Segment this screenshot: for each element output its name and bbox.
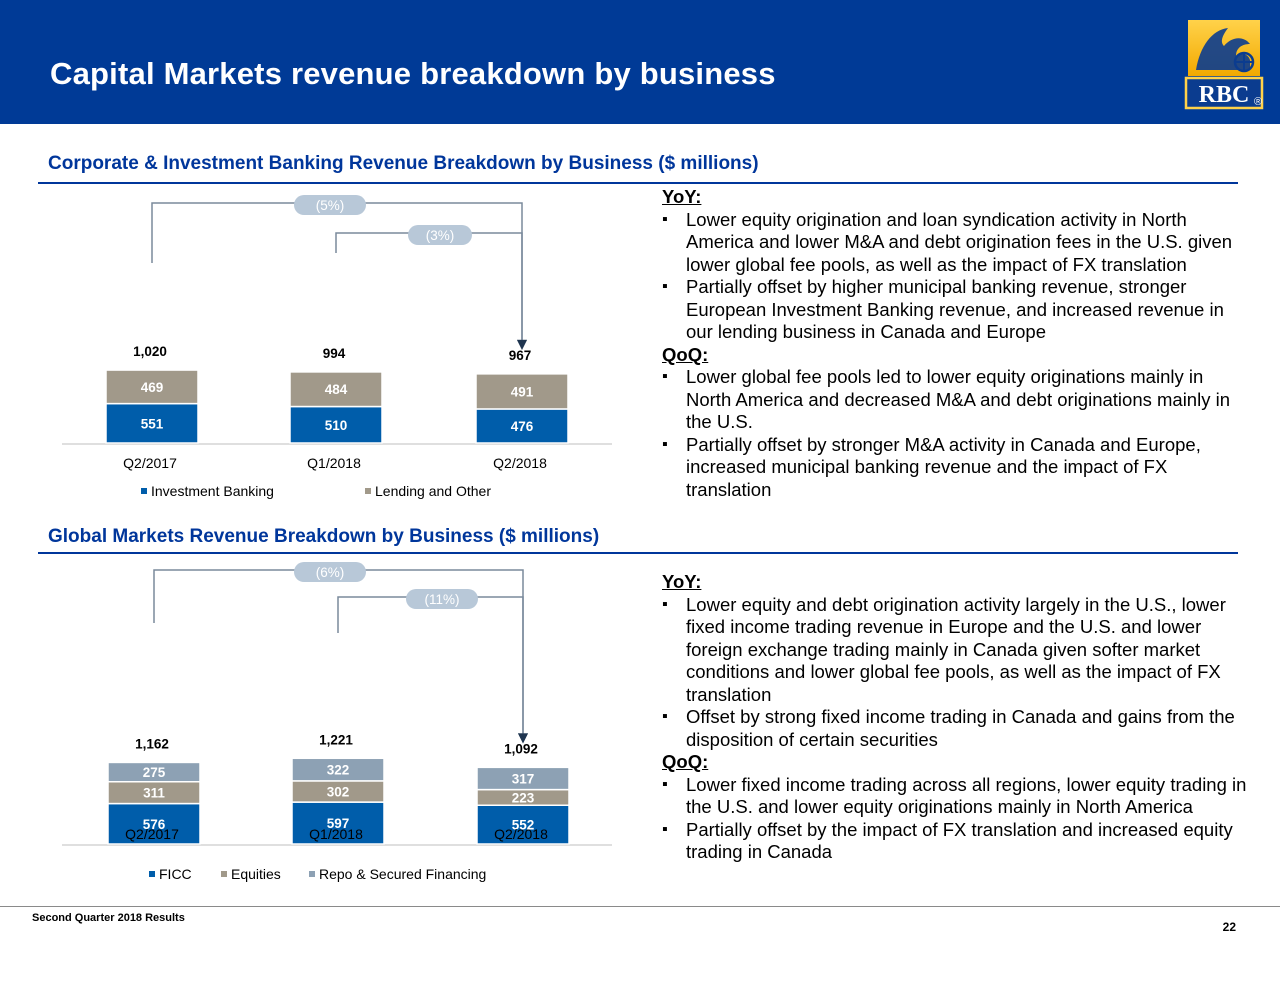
- chart-plot-0: 551 469 1,020 Q2/2017 510 484 994 Q1/2018 476 491…: [62, 195, 612, 499]
- commentary-bullet: Partially offset by higher municipal ban…: [662, 276, 1252, 344]
- cib-commentary: YoY:Lower equity origination and loan sy…: [662, 186, 1252, 501]
- bar-ficc-1: [291, 801, 385, 845]
- bar-repo-secured-financing-0: [107, 761, 201, 783]
- change-pill-1: [408, 225, 472, 245]
- registered-mark: ®: [1254, 96, 1263, 108]
- bar-investment-banking-0: [105, 402, 199, 444]
- bar-value-label: 275: [143, 765, 166, 780]
- bar-value-label: 576: [143, 817, 166, 832]
- gm-revenue-chart: 576 311 275 1,162 Q2/2017 597 302 322 1,221 Q1/20…: [62, 562, 612, 882]
- bar-value-label: 491: [511, 384, 534, 399]
- commentary-heading: YoY:: [662, 571, 702, 592]
- bar-value-label: 476: [511, 419, 534, 434]
- legend-swatch: [365, 488, 371, 494]
- legend-label: FICC: [159, 866, 192, 882]
- bar-total-label: 994: [323, 346, 346, 361]
- bar-value-label: 317: [512, 771, 535, 786]
- commentary-bullet: Partially offset by stronger M&A activit…: [662, 434, 1252, 502]
- commentary-bullet: Lower equity origination and loan syndic…: [662, 209, 1252, 277]
- x-tick-label: Q2/2018: [494, 826, 548, 842]
- bar-value-label: 551: [141, 416, 164, 431]
- x-tick-label: Q1/2018: [307, 455, 361, 471]
- commentary-heading: QoQ:: [662, 343, 709, 365]
- legend-swatch: [221, 871, 227, 877]
- change-bracket-1: [337, 596, 524, 740]
- rbc-logo-text: RBC: [1199, 82, 1250, 108]
- bar-value-label: 484: [325, 382, 348, 397]
- page-number: 22: [1222, 920, 1236, 934]
- bar-value-label: 322: [327, 763, 350, 778]
- bar-investment-banking-2: [475, 408, 569, 444]
- bar-value-label: 552: [512, 818, 535, 833]
- bar-value-label: 510: [325, 418, 348, 433]
- bar-repo-secured-financing-2: [476, 766, 570, 791]
- gm-commentary: YoY:Lower equity and debt origination ac…: [662, 571, 1252, 864]
- cib-section-rule: [38, 182, 1238, 184]
- bar-value-label: 311: [143, 786, 165, 801]
- legend-label: Equities: [231, 866, 281, 882]
- change-arrow-icon: [518, 733, 528, 744]
- bar-lending-and-other-1: [289, 371, 383, 408]
- commentary-bullet: Lower equity and debt origination activi…: [662, 594, 1252, 707]
- change-pill-label: (3%): [426, 228, 455, 243]
- bar-value-label: 469: [141, 380, 164, 395]
- rbc-logo-icon: RBC: [1184, 20, 1264, 110]
- change-bracket-1: [335, 232, 523, 346]
- bar-lending-and-other-2: [475, 373, 569, 410]
- gm-section-title: Global Markets Revenue Breakdown by Busi…: [48, 526, 600, 547]
- change-pill-0: [294, 195, 366, 215]
- x-tick-label: Q2/2017: [125, 826, 179, 842]
- commentary-bullet: Lower global fee pools led to lower equi…: [662, 366, 1252, 434]
- bar-total-label: 1,020: [133, 344, 167, 359]
- change-bracket-0: [151, 202, 523, 346]
- change-pill-label: (6%): [316, 565, 345, 580]
- commentary-heading: QoQ:: [662, 751, 709, 772]
- legend-label: Investment Banking: [151, 483, 274, 499]
- legend-label: Repo & Secured Financing: [319, 866, 486, 882]
- bar-total-label: 1,221: [319, 732, 353, 747]
- legend-swatch: [141, 488, 147, 494]
- commentary-bullet: Offset by strong fixed income trading in…: [662, 706, 1252, 751]
- x-tick-label: Q1/2018: [309, 826, 363, 842]
- bar-investment-banking-1: [289, 405, 383, 444]
- change-pill-0: [294, 562, 366, 582]
- cib-revenue-chart: 551 469 1,020 Q2/2017 510 484 994 Q1/2018 476 491…: [62, 195, 612, 499]
- footer-label: Second Quarter 2018 Results: [32, 912, 185, 924]
- x-tick-label: Q2/2018: [493, 455, 547, 471]
- bar-repo-secured-financing-1: [291, 757, 385, 782]
- bar-ficc-2: [476, 804, 570, 845]
- cib-section-title: Corporate & Investment Banking Revenue B…: [48, 153, 759, 174]
- bar-value-label: 223: [512, 790, 535, 805]
- commentary-heading: YoY:: [662, 186, 702, 207]
- bar-value-label: 597: [327, 816, 350, 831]
- header-bar: Capital Markets revenue breakdown by bus…: [0, 0, 1280, 124]
- change-pill-label: (11%): [424, 592, 459, 607]
- commentary-bullet: Lower fixed income trading across all re…: [662, 774, 1252, 819]
- change-pill-label: (5%): [316, 198, 345, 213]
- page-title: Capital Markets revenue breakdown by bus…: [50, 56, 776, 91]
- bar-total-label: 1,162: [135, 736, 169, 751]
- footer-rule: [0, 906, 1280, 907]
- bar-total-label: 967: [509, 348, 532, 363]
- bar-lending-and-other-0: [105, 369, 199, 405]
- chart-plot-1: 576 311 275 1,162 Q2/2017 597 302 322 1,221 Q1/20…: [62, 562, 612, 882]
- change-pill-1: [406, 589, 478, 609]
- commentary-bullet: Partially offset by the impact of FX tra…: [662, 819, 1252, 864]
- legend-label: Lending and Other: [375, 483, 491, 499]
- bar-value-label: 302: [327, 784, 350, 799]
- change-arrow-icon: [517, 339, 527, 350]
- legend-swatch: [309, 871, 315, 877]
- legend-swatch: [149, 871, 155, 877]
- bar-total-label: 1,092: [504, 741, 538, 756]
- x-tick-label: Q2/2017: [123, 455, 177, 471]
- gm-section-rule: [38, 552, 1238, 554]
